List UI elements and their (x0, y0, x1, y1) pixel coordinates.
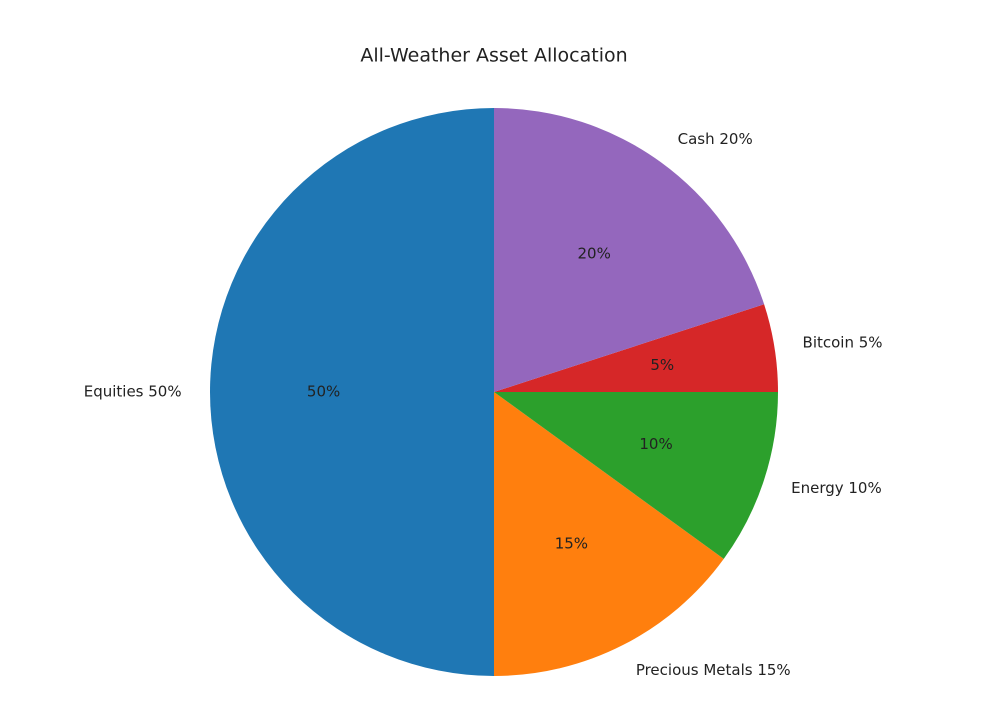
pie-wedge (210, 108, 494, 676)
value-label: 20% (577, 245, 610, 263)
value-label: 5% (650, 356, 674, 374)
wedge-label: Bitcoin 5% (803, 334, 883, 352)
wedge-label: Equities 50% (84, 383, 182, 401)
value-label: 50% (307, 383, 340, 401)
value-label: 10% (639, 435, 672, 453)
wedge-label: Cash 20% (678, 130, 753, 148)
pie-wedge (494, 392, 778, 559)
chart-title: All-Weather Asset Allocation (360, 45, 627, 67)
pie-wedge (494, 304, 778, 392)
wedge-label: Energy 10% (791, 479, 882, 497)
wedge-label: Precious Metals 15% (636, 661, 791, 679)
pie-wedge (494, 108, 765, 392)
value-label: 15% (555, 534, 588, 552)
pie-wedge (494, 392, 724, 676)
